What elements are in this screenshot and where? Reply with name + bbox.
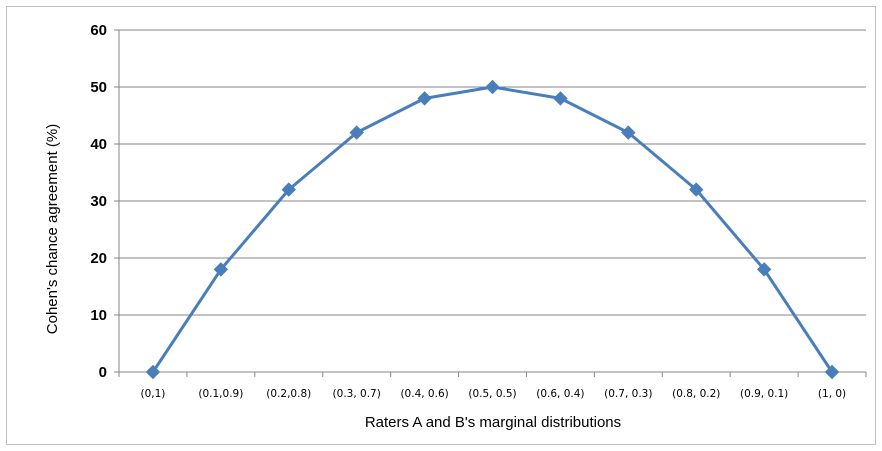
y-tick-label: 20 bbox=[90, 250, 107, 267]
y-tick-label: 50 bbox=[90, 79, 107, 96]
data-point-marker bbox=[281, 182, 296, 197]
x-tick-label: (0.7, 0.3) bbox=[604, 388, 652, 400]
data-point-marker bbox=[349, 125, 364, 140]
x-tick-label: (0.2,0.8) bbox=[266, 388, 311, 400]
data-point-marker bbox=[145, 364, 161, 380]
series-line bbox=[151, 85, 834, 373]
data-point-marker bbox=[621, 125, 636, 140]
series bbox=[145, 79, 840, 380]
x-tick-label: (0.5, 0.5) bbox=[468, 388, 516, 400]
x-tick-label: (0.9, 0.1) bbox=[740, 388, 788, 400]
axes bbox=[114, 29, 867, 377]
gridlines bbox=[119, 29, 866, 316]
x-tick-label: (0,1) bbox=[141, 388, 166, 400]
y-axis-title: Cohen's chance agreement (%) bbox=[44, 124, 61, 334]
y-tick-label: 30 bbox=[90, 193, 107, 210]
data-point-marker bbox=[213, 262, 229, 277]
y-tick-labels: 0 10 20 30 40 50 60 bbox=[90, 22, 107, 381]
x-tick-label: (0.1,0.9) bbox=[198, 388, 243, 400]
data-point-marker bbox=[824, 364, 840, 380]
data-point-marker bbox=[689, 182, 704, 197]
data-point-marker bbox=[485, 79, 500, 95]
x-tick-labels: (0,1) (0.1,0.9) (0.2,0.8) (0.3, 0.7) (0.4, 0… bbox=[141, 388, 847, 400]
y-tick-label: 40 bbox=[90, 136, 107, 153]
x-tick-label: (0.3, 0.7) bbox=[333, 388, 381, 400]
data-point-marker bbox=[553, 91, 568, 106]
x-axis-title: Raters A and B's marginal distributions bbox=[365, 414, 621, 431]
y-tick-label: 0 bbox=[99, 364, 107, 381]
x-tick-label: (0.8, 0.2) bbox=[672, 388, 720, 400]
x-tick-label: (0.6, 0.4) bbox=[536, 388, 584, 400]
x-tick-label: (1, 0) bbox=[818, 388, 846, 400]
x-tick-label: (0.4, 0.6) bbox=[400, 388, 448, 400]
y-tick-label: 10 bbox=[90, 307, 107, 324]
data-point-marker bbox=[756, 262, 772, 277]
y-tick-label: 60 bbox=[90, 22, 107, 39]
data-point-marker bbox=[417, 91, 432, 106]
